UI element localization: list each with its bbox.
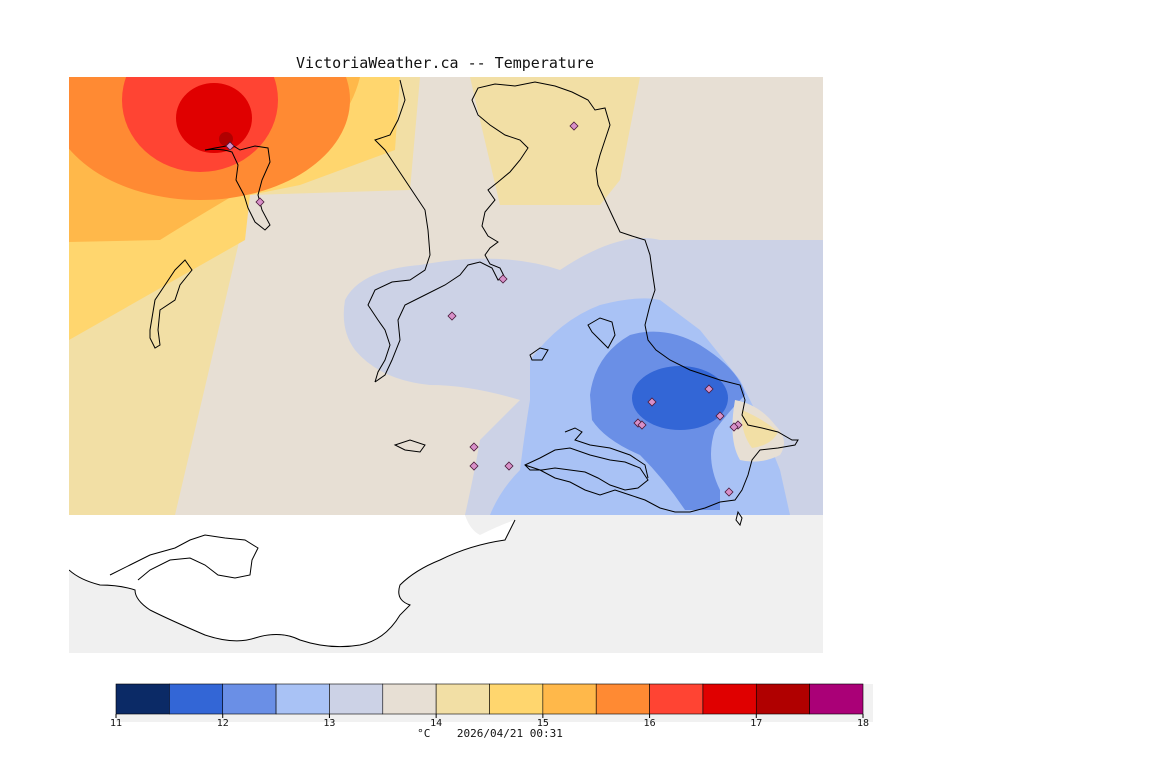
station-marker[interactable] — [715, 411, 725, 421]
south-landmass — [69, 515, 515, 647]
coastlines — [69, 79, 799, 648]
weather-stations — [225, 121, 743, 497]
station-marker[interactable] — [569, 121, 579, 131]
map-title: VictoriaWeather.ca -- Temperature — [295, 54, 594, 72]
temperature-field — [69, 77, 823, 515]
station-marker[interactable] — [647, 397, 657, 407]
timestamp-value: 2026/04/21 00:31 — [456, 727, 563, 740]
station-marker[interactable] — [637, 420, 647, 430]
station-marker[interactable] — [447, 311, 457, 321]
station-marker[interactable] — [729, 422, 739, 432]
station-marker[interactable] — [469, 442, 479, 452]
station-marker[interactable] — [498, 274, 508, 284]
station-marker[interactable] — [255, 197, 265, 207]
timestamp-label: °C 2026/04/21 00:31 — [0, 727, 980, 740]
station-marker[interactable] — [724, 487, 734, 497]
station-marker[interactable] — [225, 141, 235, 151]
station-marker[interactable] — [704, 384, 714, 394]
station-marker[interactable] — [504, 461, 514, 471]
unit-label: °C — [417, 727, 431, 740]
station-marker[interactable] — [469, 461, 479, 471]
